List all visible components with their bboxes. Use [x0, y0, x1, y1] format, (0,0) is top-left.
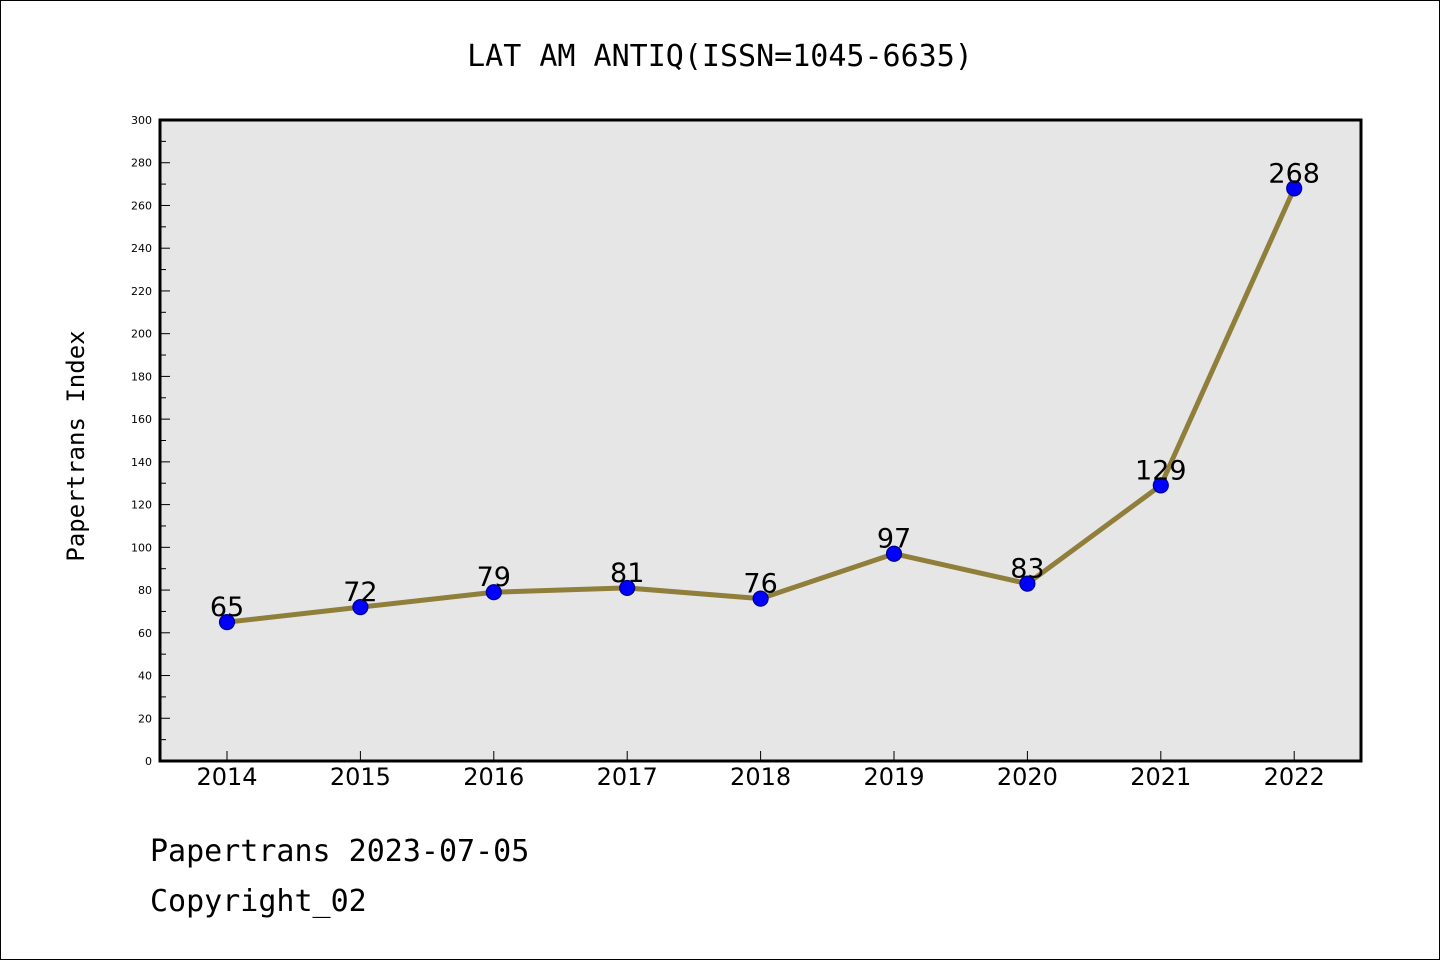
x-tick-label: 2014 — [196, 763, 257, 791]
data-label: 65 — [210, 592, 244, 623]
footer-copyright: Copyright_02 — [150, 884, 367, 919]
data-label: 72 — [343, 577, 377, 608]
y-tick-label: 180 — [131, 370, 152, 383]
plot-area — [160, 120, 1361, 761]
y-tick-label: 220 — [131, 285, 152, 298]
x-tick-label: 2021 — [1130, 763, 1191, 791]
data-point-marker — [1019, 575, 1036, 592]
data-point-marker — [1286, 180, 1303, 197]
data-point-marker — [885, 545, 903, 562]
chart-title: LAT AM ANTIQ(ISSN=1045-6635) — [467, 39, 973, 74]
data-point-marker — [218, 614, 236, 631]
data-labels: 65 72 79 81 76 97 83 129 268 — [210, 158, 1320, 623]
data-label: 97 — [877, 524, 911, 555]
data-points — [218, 180, 1303, 631]
y-tick-label: 100 — [131, 541, 152, 554]
y-axis: 0 20 40 60 80 100 120 140 160 180 200 220 240 260 280 3… — [131, 114, 170, 768]
y-tick-label: 20 — [138, 712, 152, 725]
y-tick-label: 160 — [131, 413, 152, 426]
x-tick-label: 2019 — [863, 763, 924, 791]
y-tick-label: 80 — [138, 584, 152, 597]
data-label: 83 — [1010, 554, 1044, 585]
data-label: 76 — [743, 569, 777, 600]
data-point-marker — [1152, 477, 1169, 494]
y-tick-label: 40 — [138, 670, 152, 683]
data-point-marker — [619, 579, 636, 597]
x-tick-label: 2018 — [730, 763, 791, 791]
y-tick-label: 240 — [131, 242, 152, 255]
plot-border — [158, 118, 1363, 763]
y-tick-label: 140 — [131, 456, 152, 469]
data-label: 81 — [610, 558, 644, 589]
x-tick-label: 2016 — [463, 763, 524, 791]
footer-date: Papertrans 2023-07-05 — [150, 834, 530, 869]
data-label: 129 — [1135, 455, 1187, 486]
data-label: 79 — [477, 562, 511, 593]
x-tick-label: 2020 — [997, 763, 1058, 791]
y-tick-label: 120 — [131, 499, 152, 512]
data-label: 268 — [1268, 158, 1320, 189]
y-tick-label: 300 — [131, 114, 152, 127]
x-tick-label: 2015 — [330, 763, 391, 791]
y-tick-label: 60 — [138, 627, 152, 640]
y-tick-label: 0 — [145, 755, 152, 768]
x-tick-label: 2017 — [597, 763, 658, 791]
data-point-marker — [352, 599, 369, 616]
y-tick-label: 260 — [131, 199, 152, 212]
y-tick-label: 280 — [131, 157, 152, 170]
y-tick-label: 200 — [131, 328, 152, 341]
x-axis: 2014 2015 2016 2017 2018 2019 2020 2021 2022 — [196, 751, 1325, 791]
y-axis-label: Papertrans Index — [62, 330, 90, 561]
data-point-marker — [752, 590, 769, 607]
x-tick-label: 2022 — [1264, 763, 1325, 791]
data-point-marker — [485, 584, 502, 601]
